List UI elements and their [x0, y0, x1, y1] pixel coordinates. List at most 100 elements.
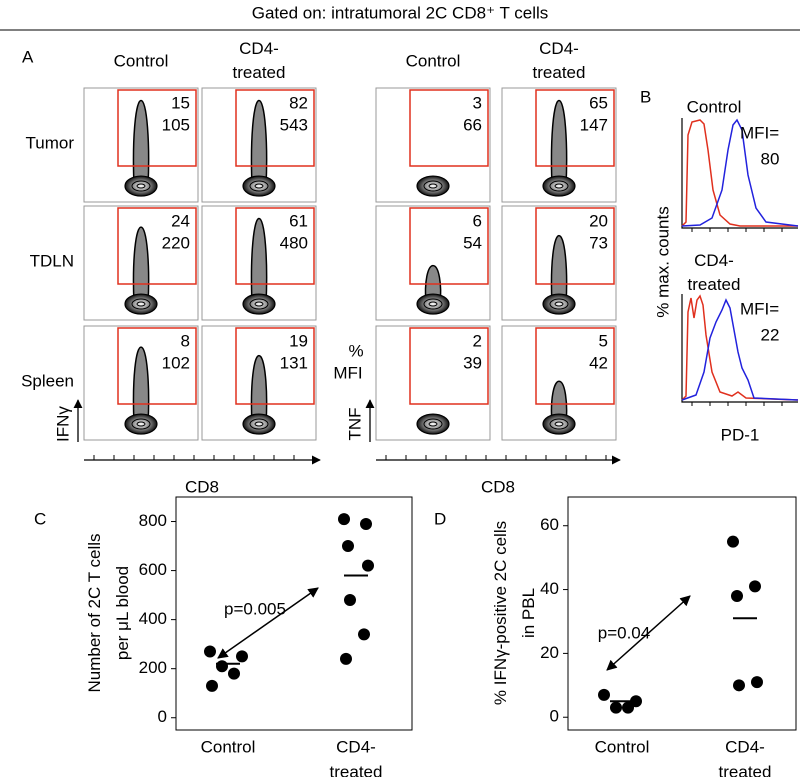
x-axis-label: PD-1: [721, 425, 760, 444]
contour-blob: [542, 175, 576, 197]
column-header: CD4-treated: [233, 39, 286, 82]
column-header: Control: [406, 51, 461, 70]
data-point: [598, 688, 610, 701]
contour-ring: [249, 418, 269, 430]
data-point: [338, 513, 350, 526]
mfi-caption: MFI=: [740, 123, 779, 142]
plot-frame: [175, 496, 413, 731]
group-label: Control: [687, 97, 742, 116]
percent-label: 24: [171, 211, 190, 230]
x-axis-label: CD8: [185, 477, 219, 496]
contour-blob: [124, 413, 158, 435]
pd1-histogram: [681, 298, 799, 401]
contour-streak: [550, 380, 568, 425]
mfi-label: 480: [280, 233, 308, 252]
mfi-label: 73: [589, 233, 608, 252]
panel-letter: C: [34, 509, 46, 528]
contour-streak: [132, 99, 150, 187]
panel-letter: B: [640, 87, 651, 106]
contour-ring: [136, 183, 146, 189]
y-tick-label: 600: [139, 560, 167, 579]
mfi-label: 66: [463, 115, 482, 134]
panel-letter: A: [22, 47, 34, 66]
row-label: Tumor: [26, 133, 75, 152]
pd1-histogram: [681, 118, 799, 227]
flow-plot: 366: [375, 87, 491, 203]
gate: [535, 327, 615, 405]
mfi-label: 42: [589, 353, 608, 372]
gate: [235, 207, 315, 285]
panel-letter: D: [434, 509, 446, 528]
contour-blob: [416, 175, 450, 197]
contour-blob: [124, 175, 158, 197]
contour-blob: [542, 413, 576, 435]
mfi-label: 543: [280, 115, 308, 134]
contour-blob: [242, 175, 276, 197]
p-value: p=0.005: [224, 599, 286, 618]
key-percent: %: [348, 341, 363, 360]
y-tick-label: 0: [158, 707, 167, 726]
contour-blob: [124, 293, 158, 315]
gate: [235, 89, 315, 167]
axis-frame: [681, 118, 798, 229]
plot-frame: [567, 496, 797, 731]
y-axis-label: % IFNγ-positive 2C cells in PBL: [491, 521, 538, 705]
contour-ring: [249, 180, 269, 192]
row-label: TDLN: [30, 251, 74, 270]
gate: [409, 327, 489, 405]
row-label: Spleen: [21, 371, 74, 390]
data-point: [206, 679, 218, 692]
y-tick-label: 0: [550, 707, 559, 726]
mfi-label: 147: [580, 115, 608, 134]
contour-ring: [136, 421, 146, 427]
figure-title: Gated on: intratumoral 2C CD8⁺ T cells: [252, 3, 549, 22]
contour-ring: [549, 180, 569, 192]
flow-plot: 239: [375, 325, 491, 441]
contour-ring: [423, 298, 443, 310]
contour-ring: [428, 421, 438, 427]
control-histogram: [681, 294, 799, 401]
mfi-label: 54: [463, 233, 482, 252]
group-label: CD4-treated: [688, 251, 741, 294]
data-point: [362, 559, 374, 572]
contour-streak: [132, 226, 150, 305]
contour-ring: [131, 298, 151, 310]
percent-label: 8: [181, 331, 190, 350]
percent-label: 20: [589, 211, 608, 230]
gate: [117, 327, 197, 405]
percent-label: 15: [171, 93, 190, 112]
annotation-arrow: [217, 587, 319, 659]
data-point: [610, 701, 622, 714]
data-point: [204, 645, 216, 658]
contour-blob: [542, 293, 576, 315]
mfi-value: 22: [761, 325, 780, 344]
y-axis-label: IFNγ: [53, 406, 72, 442]
y-tick-label: 200: [139, 658, 167, 677]
gate: [535, 207, 615, 285]
gate: [117, 89, 197, 167]
axis-frame: [681, 294, 798, 403]
mfi-caption: MFI=: [740, 299, 779, 318]
mfi-value: 80: [761, 149, 780, 168]
y-tick-label: 400: [139, 609, 167, 628]
contour-ring: [136, 301, 146, 307]
data-point: [216, 660, 228, 673]
x-tick-label: CD4-treated: [719, 738, 772, 777]
data-point: [727, 535, 739, 548]
flow-plot: 654: [375, 205, 491, 321]
annotation-arrow: [606, 595, 691, 671]
data-point: [228, 667, 240, 680]
percent-label: 65: [589, 93, 608, 112]
percent-label: 3: [473, 93, 482, 112]
gate: [535, 89, 615, 167]
column-header: Control: [114, 51, 169, 70]
percent-label: 2: [473, 331, 482, 350]
p-value: p=0.04: [598, 623, 650, 642]
